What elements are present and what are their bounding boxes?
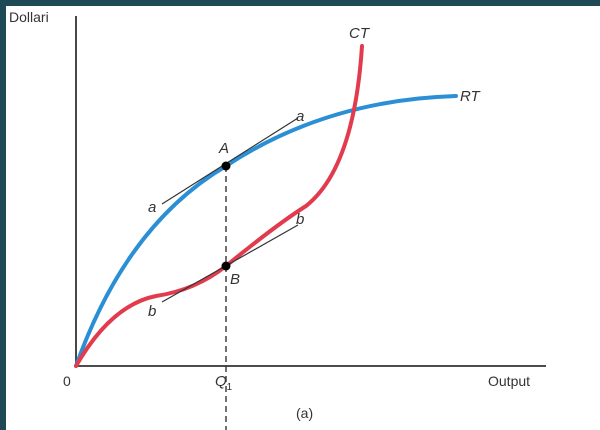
ct-curve — [74, 44, 364, 368]
tangent-b-label-lower: b — [148, 303, 156, 320]
tangent-b-line — [161, 224, 299, 303]
tangent-a-label-lower: a — [148, 199, 156, 216]
x-axis-label: Output — [488, 373, 530, 389]
origin-label: 0 — [63, 373, 71, 389]
y-axis-label: Dollari — [9, 9, 49, 25]
tangent-b-label-upper: b — [296, 211, 304, 228]
point-a-marker — [221, 161, 231, 171]
tangent-a-label-upper: a — [296, 108, 304, 125]
point-b-label: B — [230, 271, 240, 288]
point-b-marker — [221, 261, 231, 271]
caption: (a) — [296, 405, 313, 421]
rt-curve — [74, 94, 458, 368]
q1-subscript: 1 — [227, 382, 233, 393]
rt-curve-label: RT — [460, 88, 482, 105]
figure-frame: Dollari Output 0 Q1 (a) RT CT A B a a b … — [6, 6, 600, 430]
ct-curve-label: CT — [349, 25, 371, 42]
tangent-a-line — [161, 117, 299, 205]
cost-revenue-diagram: Dollari Output 0 Q1 (a) RT CT A B a a b … — [9, 9, 546, 430]
point-a-label: A — [218, 140, 229, 157]
q1-label: Q1 — [215, 373, 233, 393]
